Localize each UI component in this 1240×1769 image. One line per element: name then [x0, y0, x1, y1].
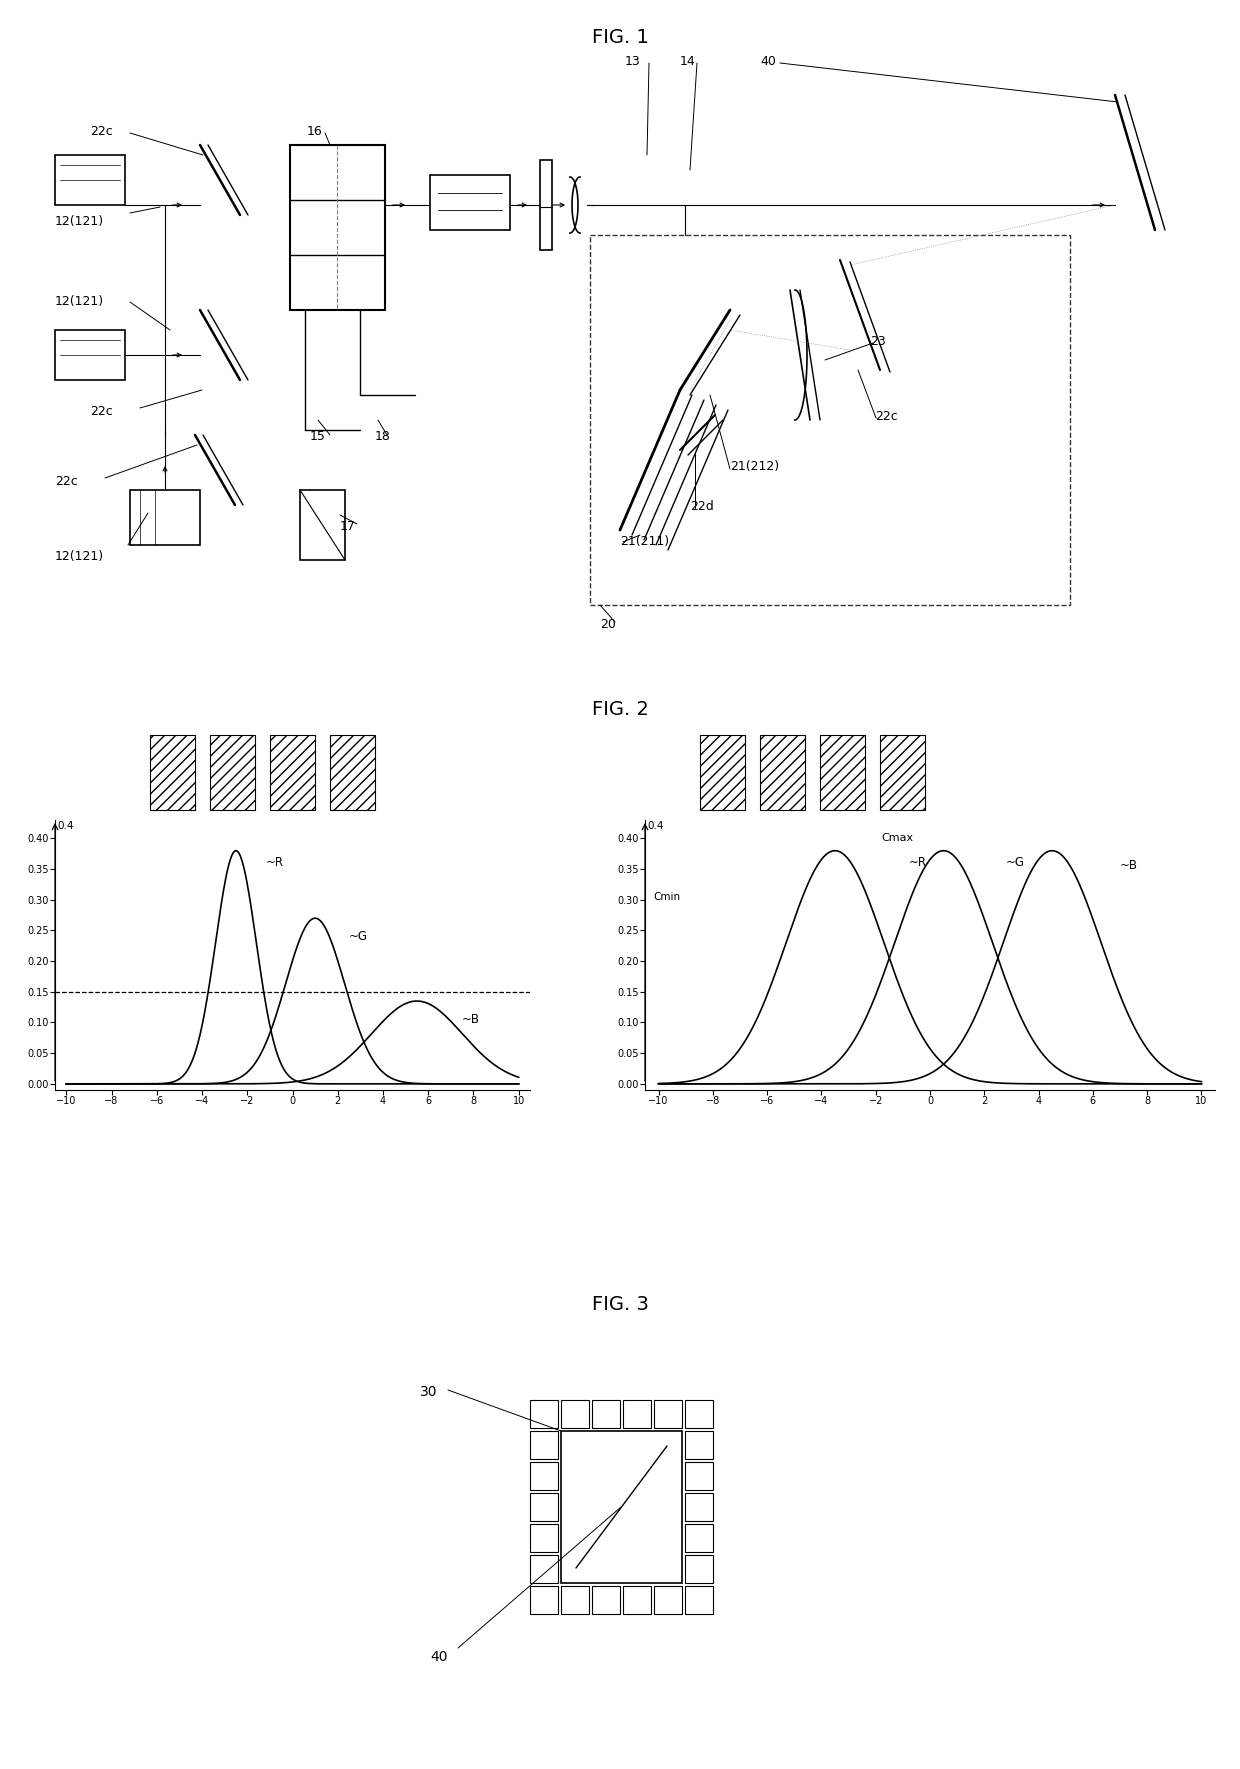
Text: 40: 40: [760, 55, 776, 67]
Bar: [560, 1399, 589, 1428]
Bar: [55, 331, 125, 380]
Text: FIG. 2: FIG. 2: [591, 701, 649, 718]
Bar: [560, 1587, 589, 1613]
Bar: [270, 734, 315, 810]
Text: 12(121): 12(121): [55, 295, 104, 308]
Text: 12(121): 12(121): [55, 550, 104, 563]
Bar: [684, 1555, 713, 1583]
Text: 23: 23: [870, 334, 885, 348]
Text: ~B: ~B: [463, 1012, 480, 1026]
Text: 14: 14: [680, 55, 696, 67]
Bar: [653, 1587, 682, 1613]
Text: 16: 16: [308, 126, 322, 138]
Text: FIG. 1: FIG. 1: [591, 28, 649, 48]
Bar: [653, 1399, 682, 1428]
Bar: [290, 145, 384, 310]
Bar: [591, 1587, 620, 1613]
Bar: [684, 1399, 713, 1428]
Text: 40: 40: [430, 1650, 448, 1665]
Text: Cmax: Cmax: [882, 833, 914, 844]
Text: ~R: ~R: [265, 856, 284, 869]
Text: 21(212): 21(212): [730, 460, 779, 472]
Bar: [539, 159, 552, 249]
Text: 22c: 22c: [55, 476, 78, 488]
Bar: [330, 734, 374, 810]
Text: 22c: 22c: [91, 126, 113, 138]
Text: 0.4: 0.4: [57, 821, 73, 831]
Bar: [529, 1587, 558, 1613]
Text: 13: 13: [625, 55, 641, 67]
Bar: [150, 734, 195, 810]
Bar: [529, 1525, 558, 1551]
Text: FIG. 3: FIG. 3: [591, 1295, 649, 1314]
Bar: [880, 734, 925, 810]
Bar: [430, 175, 510, 230]
Bar: [684, 1587, 713, 1613]
Text: 22c: 22c: [91, 405, 113, 417]
Bar: [820, 734, 866, 810]
Text: ~G: ~G: [1006, 856, 1025, 869]
Bar: [622, 1587, 651, 1613]
Bar: [684, 1461, 713, 1489]
Bar: [684, 1431, 713, 1459]
Text: 22c: 22c: [875, 410, 898, 423]
Text: Cmin: Cmin: [653, 892, 681, 902]
Text: ~R: ~R: [908, 856, 926, 869]
Text: 12(121): 12(121): [55, 216, 104, 228]
Text: ~B: ~B: [1120, 860, 1138, 872]
Bar: [684, 1525, 713, 1551]
Text: 15: 15: [310, 430, 326, 442]
Text: 22d: 22d: [689, 501, 714, 513]
Text: 21(211): 21(211): [620, 534, 670, 548]
Bar: [560, 1431, 682, 1583]
Bar: [210, 734, 255, 810]
Bar: [529, 1461, 558, 1489]
Bar: [300, 490, 345, 561]
Text: 0.4: 0.4: [647, 821, 665, 831]
Text: ~G: ~G: [348, 930, 368, 943]
Bar: [590, 235, 1070, 605]
Bar: [684, 1493, 713, 1521]
Text: 17: 17: [340, 520, 356, 532]
Bar: [529, 1555, 558, 1583]
Bar: [55, 156, 125, 205]
Bar: [622, 1399, 651, 1428]
Text: 30: 30: [420, 1385, 438, 1399]
Bar: [591, 1399, 620, 1428]
Bar: [760, 734, 805, 810]
Bar: [130, 490, 200, 545]
Bar: [701, 734, 745, 810]
Bar: [529, 1399, 558, 1428]
Text: 20: 20: [600, 617, 616, 632]
Text: 18: 18: [374, 430, 391, 442]
Bar: [529, 1431, 558, 1459]
Bar: [529, 1493, 558, 1521]
